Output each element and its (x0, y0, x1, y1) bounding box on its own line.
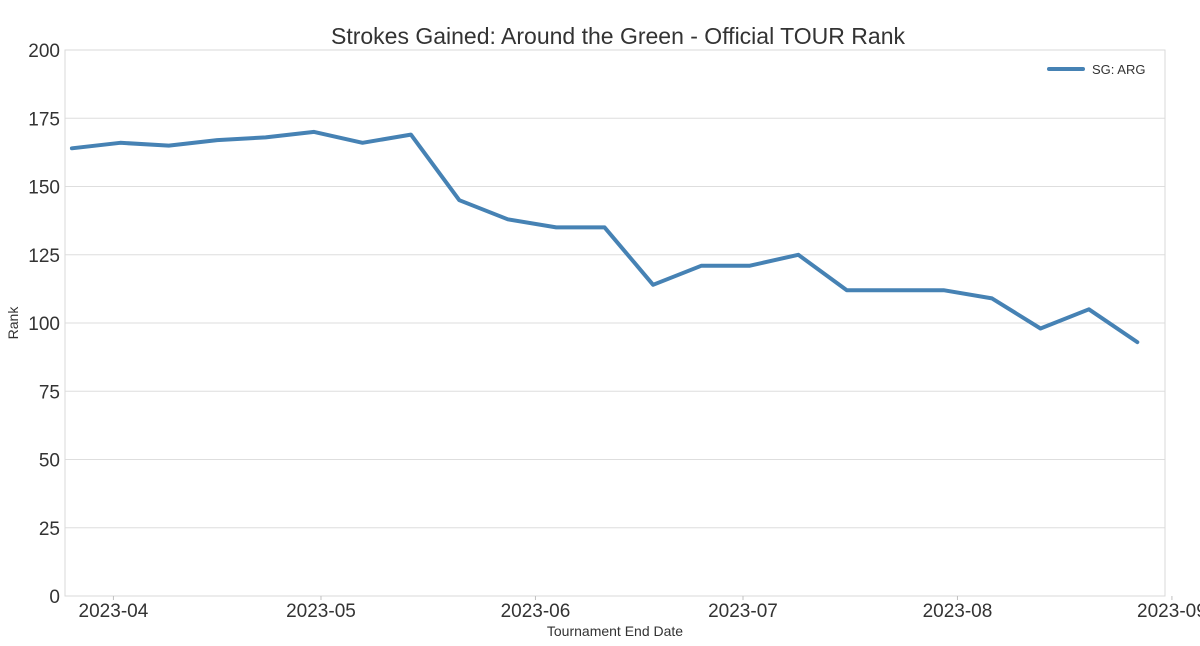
y-tick-label-50: 50 (39, 451, 60, 472)
y-axis-label: Rank (5, 306, 21, 340)
y-tick-label-125: 125 (28, 246, 60, 267)
series-line-sg-arg (69, 129, 1140, 345)
y-tick-label-25: 25 (39, 519, 60, 540)
series-lines (69, 129, 1140, 345)
x-tick-label-2023-09: 2023-09 (1137, 601, 1200, 622)
y-tick-label-175: 175 (28, 109, 60, 130)
x-tick-label-2023-08: 2023-08 (923, 601, 993, 622)
y-tick-label-200: 200 (28, 41, 60, 62)
y-tick-label-75: 75 (39, 382, 60, 403)
y-tick-label-0: 0 (49, 587, 60, 608)
x-tick-label-2023-07: 2023-07 (708, 601, 778, 622)
x-tick-label-2023-06: 2023-06 (501, 601, 571, 622)
x-tick-label-2023-04: 2023-04 (79, 601, 149, 622)
plot-frame (64, 49, 1166, 597)
legend: SG: ARG (1047, 62, 1145, 77)
y-tick-label-100: 100 (28, 314, 60, 335)
x-tick-labels: 2023-04 2023-05 2023-06 2023-07 2023-08 2023-… (79, 596, 1200, 622)
y-tick-label-150: 150 (28, 178, 60, 199)
x-tick-label-2023-05: 2023-05 (286, 601, 356, 622)
legend-label-sg-arg: SG: ARG (1092, 62, 1145, 77)
chart-title: Strokes Gained: Around the Green - Offic… (331, 23, 906, 49)
y-tick-labels: 0 25 50 75 100 125 150 175 200 (28, 41, 60, 608)
x-axis-label: Tournament End Date (547, 623, 683, 639)
